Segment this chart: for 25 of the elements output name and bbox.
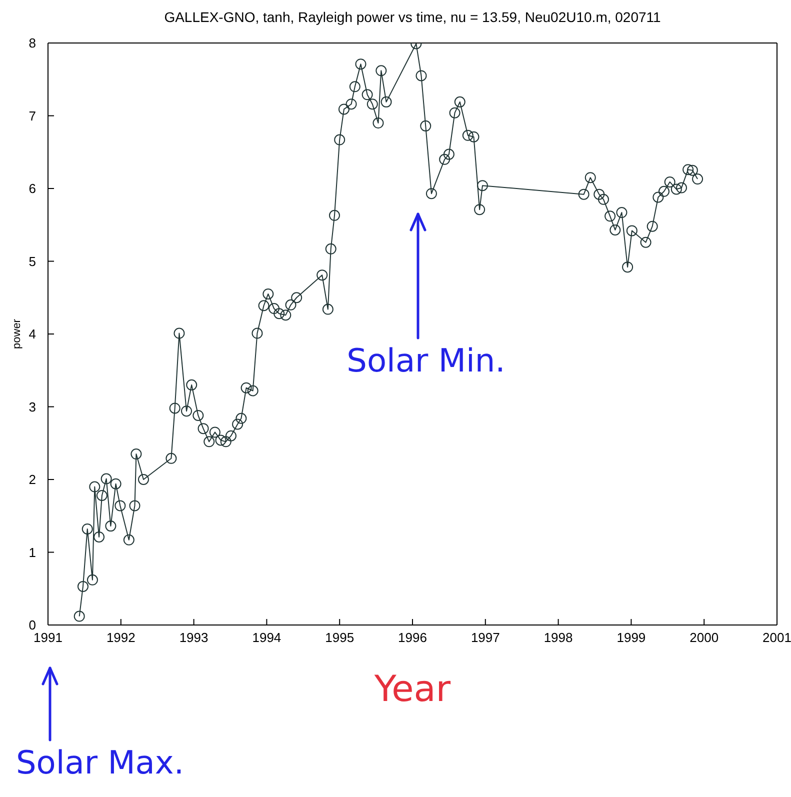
x-tick-label: 1998 [544, 630, 573, 646]
y-tick-label: 5 [28, 254, 36, 269]
y-tick-label: 1 [28, 544, 36, 560]
x-tick-label: 1999 [616, 630, 646, 646]
y-tick-label: 8 [28, 36, 36, 51]
y-tick-label: 2 [28, 472, 36, 488]
x-tick-label: 1997 [470, 630, 500, 646]
y-tick-label: 7 [28, 108, 36, 124]
y-tick-label: 6 [28, 181, 36, 196]
x-tick-label: 2001 [762, 630, 791, 646]
y-tick-label: 4 [28, 326, 36, 342]
annotation: Solar Min. [346, 342, 506, 380]
x-tick-label: 1994 [252, 630, 282, 646]
x-tick-label: 1992 [106, 630, 136, 646]
x-tick-label: 2000 [690, 630, 719, 646]
x-tick-label: 1995 [325, 630, 354, 646]
chart-title: GALLEX-GNO, tanh, Rayleigh power vs time, nu = 13.59, Neu02U10.m, 020711 [164, 9, 662, 25]
text: Solar Max. [16, 744, 184, 782]
y-tick-label: 3 [28, 399, 36, 414]
y-tick-label: 0 [28, 618, 36, 633]
x-axis-title: Year [373, 669, 451, 710]
x-tick-label: 1993 [179, 630, 208, 646]
x-tick-label: 1996 [398, 630, 427, 646]
x-tick-label: 1991 [34, 630, 62, 646]
y-axis-title: power [11, 318, 23, 349]
